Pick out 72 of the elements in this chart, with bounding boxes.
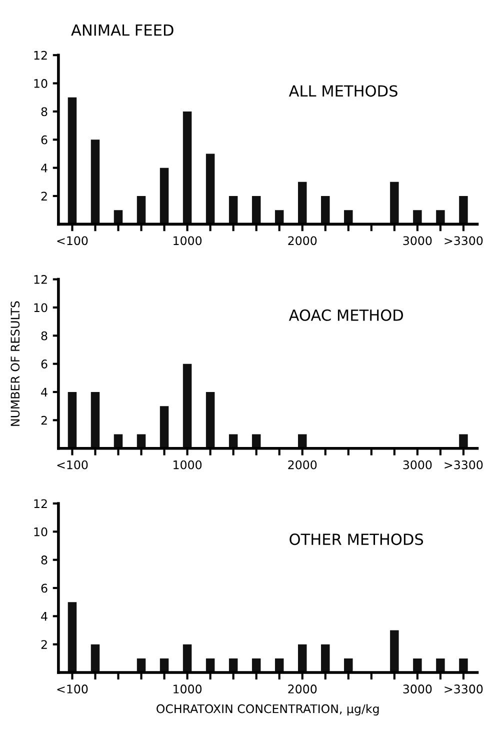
bar [298,182,307,224]
bar [252,196,261,224]
y-tick-label: 2 [41,192,47,200]
y-axis-title: NUMBER OF RESULTS [10,301,20,426]
annotation: AOAC METHOD [288,309,403,321]
y-tick-label: 2 [41,416,47,425]
y-tick-label: 4 [41,388,48,396]
x-tick-label: 3000 [403,684,432,694]
bar [390,630,399,673]
y-tick-label: 12 [34,275,47,284]
bar [160,406,169,448]
x-tick-label: 3000 [403,460,432,470]
x-tick-label: >3300 [444,236,483,246]
x-tick-label: >3300 [444,684,483,694]
y-tick-label: 2 [41,640,47,649]
y-tick-label: 4 [41,164,48,172]
x-tick-label: 2000 [288,460,317,470]
y-tick-label: 10 [34,303,48,312]
y-tick-label: 6 [41,135,48,144]
bar [182,644,192,673]
y-tick-label: 4 [41,612,48,621]
bar [321,196,330,224]
bar [90,392,100,448]
bar [459,434,468,448]
bar [459,658,468,673]
y-tick-label: 8 [41,556,48,564]
bar [182,364,192,448]
bar [390,182,399,224]
y-tick-label: 10 [34,527,48,536]
bar [182,111,192,224]
x-tick-label: 1000 [174,684,202,694]
bar [436,658,445,673]
y-tick-label: 12 [34,499,47,508]
bar [344,210,353,224]
bar [228,196,238,224]
y-tick-label: 6 [41,360,48,368]
y-tick-label: 12 [34,50,47,60]
x-tick-label: <100 [57,460,88,470]
bar [298,644,307,673]
bar [413,658,422,673]
y-tick-label: 8 [41,107,48,116]
x-tick-label: >3300 [444,460,483,470]
bar [459,196,468,224]
y-tick-label: 6 [41,584,48,593]
bar [90,140,100,224]
bar [90,644,100,673]
bar [436,210,445,224]
bar [274,210,284,224]
x-tick-label: 2000 [288,684,317,694]
bar [413,210,422,224]
x-tick-label: <100 [57,236,88,246]
bar [206,154,215,224]
x-tick-label: 1000 [174,460,202,470]
y-tick-label: 10 [34,79,48,88]
x-tick-label: 3000 [403,236,432,246]
bar [160,168,169,224]
annotation: ALL METHODS [288,85,398,97]
bar [136,196,146,224]
x-tick-label: 2000 [288,236,317,246]
bar [68,392,77,448]
bar [68,602,77,673]
bar [321,644,330,673]
x-tick-label: <100 [57,684,88,694]
chart-title: ANIMAL FEED [71,24,174,36]
annotation: OTHER METHODS [290,534,424,546]
bar [68,97,77,224]
bar [344,658,353,673]
x-tick-label: 1000 [174,236,202,246]
x-axis-title: OCHRATOXIN CONCENTRATION, µg/kg [156,704,379,716]
bar [114,210,123,224]
bar [206,392,215,448]
y-tick-label: 8 [41,331,48,340]
